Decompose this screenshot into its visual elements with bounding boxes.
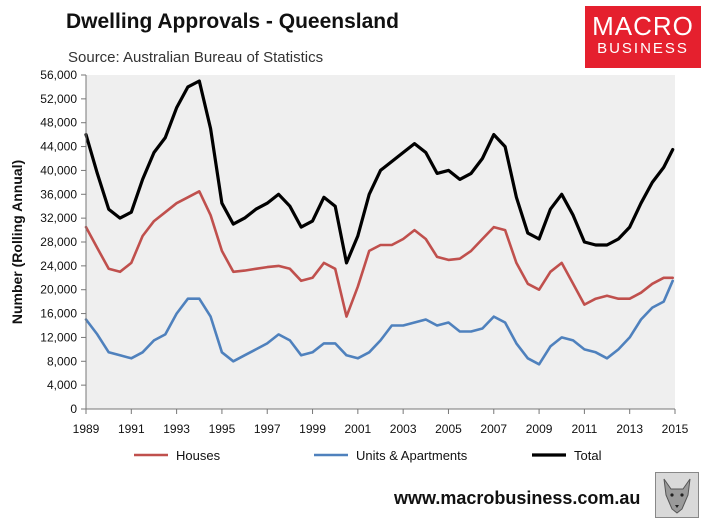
logo-line1: MACRO xyxy=(592,11,694,41)
x-tick-label: 2003 xyxy=(390,422,417,436)
series-layer xyxy=(84,79,675,366)
legend: Houses Units & Apartments Total xyxy=(134,448,602,463)
x-tick-label: 2015 xyxy=(662,422,689,436)
x-tick-label: 2013 xyxy=(616,422,643,436)
x-tick-label: 2007 xyxy=(480,422,507,436)
y-tick-label: 20,000 xyxy=(40,283,77,297)
y-tick-label: 36,000 xyxy=(40,187,77,201)
legend-label-houses: Houses xyxy=(176,448,221,463)
y-tick-label: 4,000 xyxy=(47,378,77,392)
macrobusiness-logo: MACRO BUSINESS xyxy=(585,6,701,68)
x-tick-label: 2009 xyxy=(526,422,553,436)
x-tick-label: 1991 xyxy=(118,422,145,436)
y-tick-label: 28,000 xyxy=(40,235,77,249)
y-tick-label: 0 xyxy=(70,402,77,416)
y-axis-label: Number (Rolling Annual) xyxy=(9,160,25,324)
legend-label-units-apartments: Units & Apartments xyxy=(356,448,468,463)
y-tick-label: 40,000 xyxy=(40,163,77,177)
x-tick-label: 1999 xyxy=(299,422,326,436)
y-tick-group: 0 4,000 8,000 12,000 16,000 20,000 24,000 28,00… xyxy=(40,68,86,416)
x-tick-label: 2005 xyxy=(435,422,462,436)
y-tick-label: 12,000 xyxy=(40,330,77,344)
legend-label-total: Total xyxy=(574,448,602,463)
y-tick-label: 16,000 xyxy=(40,307,77,321)
x-tick-label: 1995 xyxy=(209,422,236,436)
plot-area xyxy=(86,75,675,409)
y-tick-label: 56,000 xyxy=(40,68,77,82)
x-tick-label: 1989 xyxy=(73,422,100,436)
footer-url: www.macrobusiness.com.au xyxy=(394,488,641,508)
x-tick-label: 1993 xyxy=(163,422,190,436)
chart-title: Dwelling Approvals - Queensland xyxy=(66,10,399,33)
logo-line2: BUSINESS xyxy=(597,40,689,57)
y-tick-label: 52,000 xyxy=(40,92,77,106)
x-tick-label: 2001 xyxy=(344,422,371,436)
chart-source: Source: Australian Bureau of Statistics xyxy=(68,49,324,66)
y-tick-label: 32,000 xyxy=(40,211,77,225)
wolf-logo-icon xyxy=(655,472,699,518)
y-tick-label: 48,000 xyxy=(40,116,77,130)
series-line-houses xyxy=(84,190,675,318)
y-tick-label: 24,000 xyxy=(40,259,77,273)
x-tick-group: 1989 1991 1993 1995 1997 1999 2001 2003 2005 2007… xyxy=(73,409,689,436)
series-line-units-apartments xyxy=(84,279,675,366)
series-line-total xyxy=(84,79,675,265)
y-tick-label: 8,000 xyxy=(47,354,77,368)
x-tick-label: 2011 xyxy=(571,422,597,436)
x-tick-label: 1997 xyxy=(254,422,281,436)
y-tick-label: 44,000 xyxy=(40,140,77,154)
